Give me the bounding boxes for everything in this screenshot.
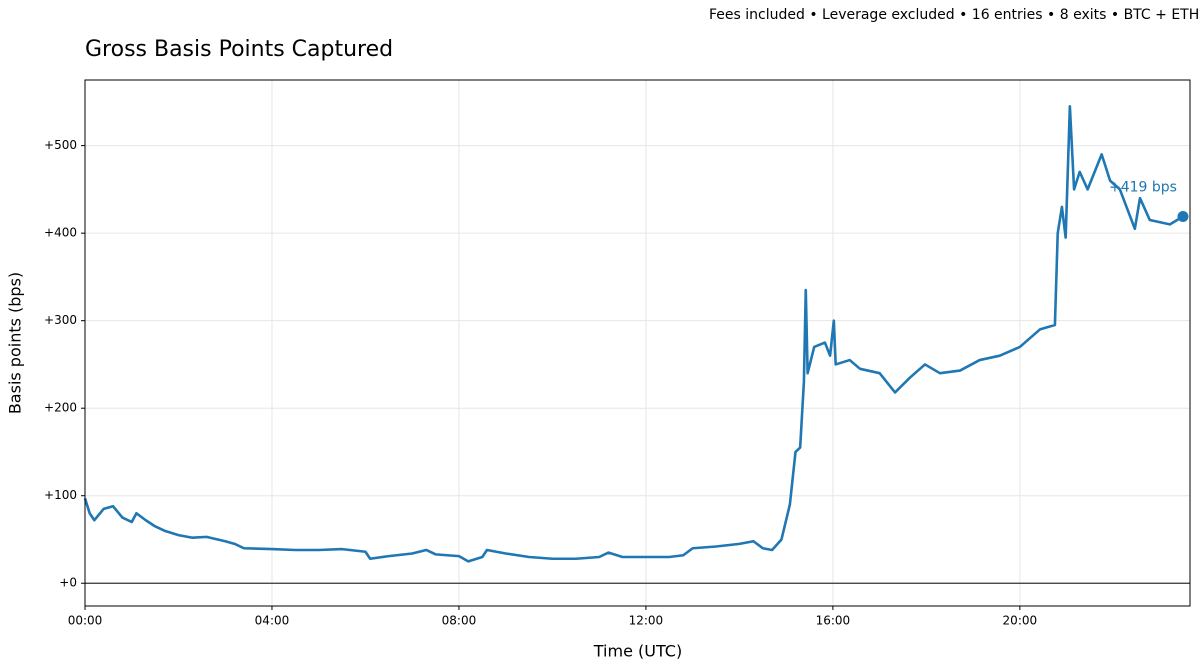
plot-frame bbox=[84, 79, 1191, 607]
y-tick-label: +500 bbox=[44, 138, 77, 152]
x-tick-label: 12:00 bbox=[629, 614, 664, 628]
x-axis-label: Time (UTC) bbox=[593, 642, 682, 661]
y-tick-label: +0 bbox=[59, 576, 77, 590]
y-tick-label: +400 bbox=[44, 226, 77, 240]
end-marker bbox=[1177, 211, 1189, 223]
y-tick-label: +300 bbox=[44, 313, 77, 327]
chart-subtitle: Fees included • Leverage excluded • 16 e… bbox=[709, 7, 1199, 23]
x-tick-label: 16:00 bbox=[816, 614, 851, 628]
x-tick-label: 08:00 bbox=[442, 614, 477, 628]
y-tick-label: +200 bbox=[44, 401, 77, 415]
x-tick-label: 04:00 bbox=[255, 614, 290, 628]
chart-title: Gross Basis Points Captured bbox=[85, 37, 393, 62]
annotation: +419 bps bbox=[1109, 180, 1177, 196]
x-tick-label: 00:00 bbox=[68, 614, 103, 628]
x-tick-label: 20:00 bbox=[1003, 614, 1038, 628]
y-axis-label: Basis points (bps) bbox=[6, 272, 25, 414]
series-line bbox=[83, 104, 1184, 563]
y-tick-label: +100 bbox=[44, 488, 77, 502]
